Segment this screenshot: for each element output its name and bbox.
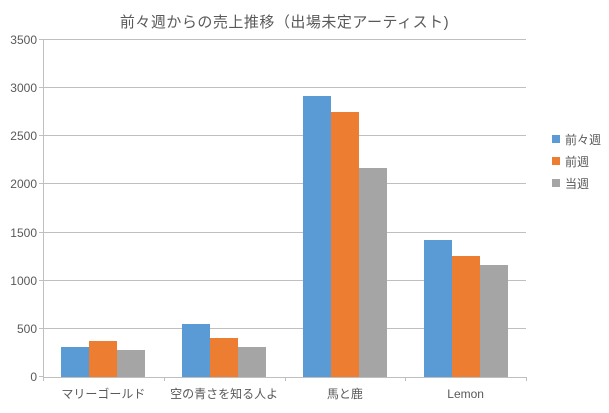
gridline <box>43 279 526 281</box>
gridline <box>43 231 526 233</box>
chart-legend: 前々週 前週 当週 <box>552 128 601 194</box>
bar-当週-馬と鹿 <box>358 168 387 377</box>
y-axis-tick <box>39 231 43 233</box>
y-axis-tick <box>39 279 43 281</box>
bar-前週-空の青さを知る人よ <box>210 338 239 377</box>
chart-title: 前々週からの売上推移（出場未定アーティスト) <box>119 14 450 31</box>
gridline <box>43 39 526 40</box>
y-tick-label: 1000 <box>10 273 37 288</box>
y-axis-tick <box>39 135 43 137</box>
legend-label: 当週 <box>565 176 590 191</box>
bar-前々週-空の青さを知る人よ <box>182 323 211 377</box>
bar-前々週-Lemon <box>423 240 452 377</box>
y-tick-label: 3500 <box>10 33 37 47</box>
bar-前々週-マリーゴールド <box>61 347 90 377</box>
gridline <box>43 327 526 329</box>
gridline <box>43 183 526 185</box>
legend-label: 前々週 <box>565 132 602 147</box>
x-category-label: Lemon <box>447 387 484 401</box>
x-axis-end-tick <box>526 377 527 381</box>
x-axis-tick <box>43 377 44 381</box>
x-axis-tick <box>284 377 286 381</box>
y-tick-label: 3000 <box>10 81 37 96</box>
legend-swatch-icon <box>552 179 560 187</box>
bar-当週-Lemon <box>479 265 508 377</box>
bar-前々週-馬と鹿 <box>302 95 331 377</box>
legend-swatch-icon <box>552 157 560 165</box>
y-axis-tick <box>39 39 43 40</box>
y-axis-line <box>43 40 44 377</box>
legend-label: 前週 <box>565 154 590 169</box>
y-axis-tick <box>39 183 43 185</box>
y-tick-label: 0 <box>30 370 37 384</box>
y-axis-tick <box>39 327 43 329</box>
bar-前週-マリーゴールド <box>89 341 118 377</box>
y-tick-label: 1500 <box>10 225 37 240</box>
legend-item-当週: 当週 <box>552 172 601 194</box>
y-axis-tick <box>39 376 43 377</box>
gridline <box>43 87 526 89</box>
x-category-label: 空の青さを知る人よ <box>170 387 279 401</box>
y-tick-label: 500 <box>16 321 37 336</box>
x-axis-tick <box>163 377 165 381</box>
bar-当週-空の青さを知る人よ <box>238 347 267 377</box>
bar-前週-馬と鹿 <box>330 112 359 377</box>
legend-swatch-icon <box>552 135 560 143</box>
legend-item-前週: 前週 <box>552 150 601 172</box>
y-tick-label: 2500 <box>10 129 37 144</box>
x-category-label: 馬と鹿 <box>326 387 363 401</box>
legend-item-前々週: 前々週 <box>552 128 601 150</box>
y-tick-label: 2000 <box>10 177 37 192</box>
gridline <box>43 135 526 137</box>
x-category-label: マリーゴールド <box>61 387 146 401</box>
y-axis-tick <box>39 87 43 89</box>
bar-前週-Lemon <box>451 255 480 377</box>
x-axis-tick <box>405 377 407 381</box>
bar-当週-マリーゴールド <box>117 349 146 377</box>
